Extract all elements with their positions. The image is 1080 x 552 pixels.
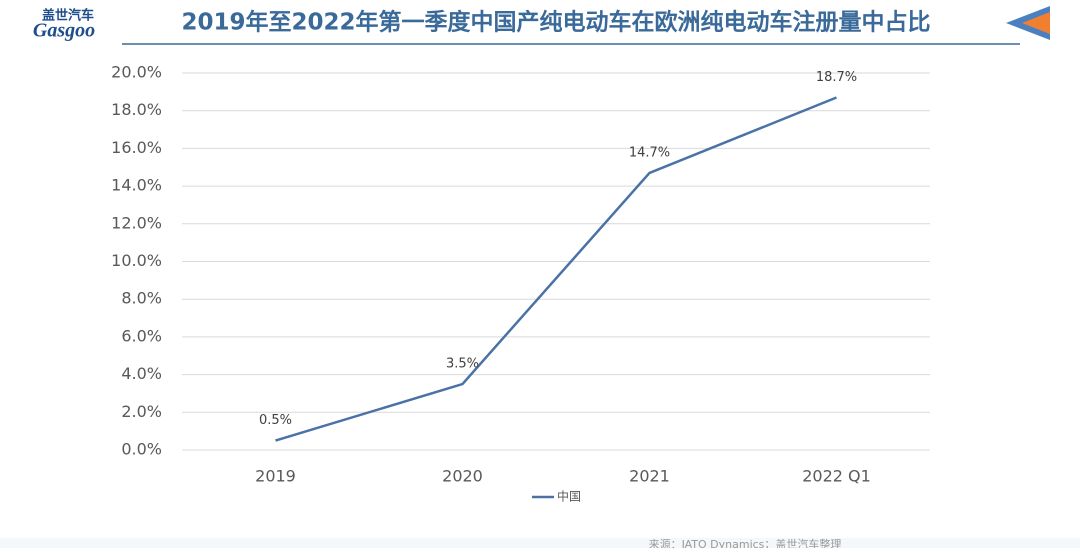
- data-label: 18.7%: [816, 70, 857, 85]
- y-tick-label: 16.0%: [111, 138, 162, 157]
- data-label: 3.5%: [446, 357, 479, 372]
- y-tick-label: 12.0%: [111, 213, 162, 232]
- y-tick-label: 0.0%: [121, 440, 162, 459]
- data-label: 0.5%: [259, 413, 292, 428]
- x-tick-label: 2021: [629, 467, 670, 486]
- footer-band: [0, 538, 1080, 548]
- x-tick-label: 2019: [255, 467, 296, 486]
- y-tick-label: 14.0%: [111, 176, 162, 195]
- data-line: [275, 96, 837, 442]
- y-tick-label: 10.0%: [111, 251, 162, 270]
- x-tick-label: 2022 Q1: [802, 467, 871, 486]
- data-label: 14.7%: [629, 145, 670, 160]
- logo-brand: Gasgoo: [33, 20, 95, 42]
- logo-arrow-inner: [1022, 12, 1050, 34]
- y-tick-label: 8.0%: [121, 289, 162, 308]
- y-tick-label: 6.0%: [121, 326, 162, 345]
- source: 来源：JATO Dynamics；盖世汽车整理: [649, 537, 842, 548]
- x-tick-label: 2020: [442, 467, 483, 486]
- y-tick-label: 18.0%: [111, 100, 162, 119]
- y-tick-label: 2.0%: [121, 402, 162, 421]
- logo-name: 盖世汽车: [42, 8, 94, 24]
- legend-label: 中国: [557, 489, 581, 504]
- y-tick-label: 20.0%: [111, 63, 162, 82]
- chart-title: 2019年至2022年第一季度中国产纯电动车在欧洲纯电动车注册量中占比: [181, 9, 930, 36]
- y-tick-label: 4.0%: [121, 364, 162, 383]
